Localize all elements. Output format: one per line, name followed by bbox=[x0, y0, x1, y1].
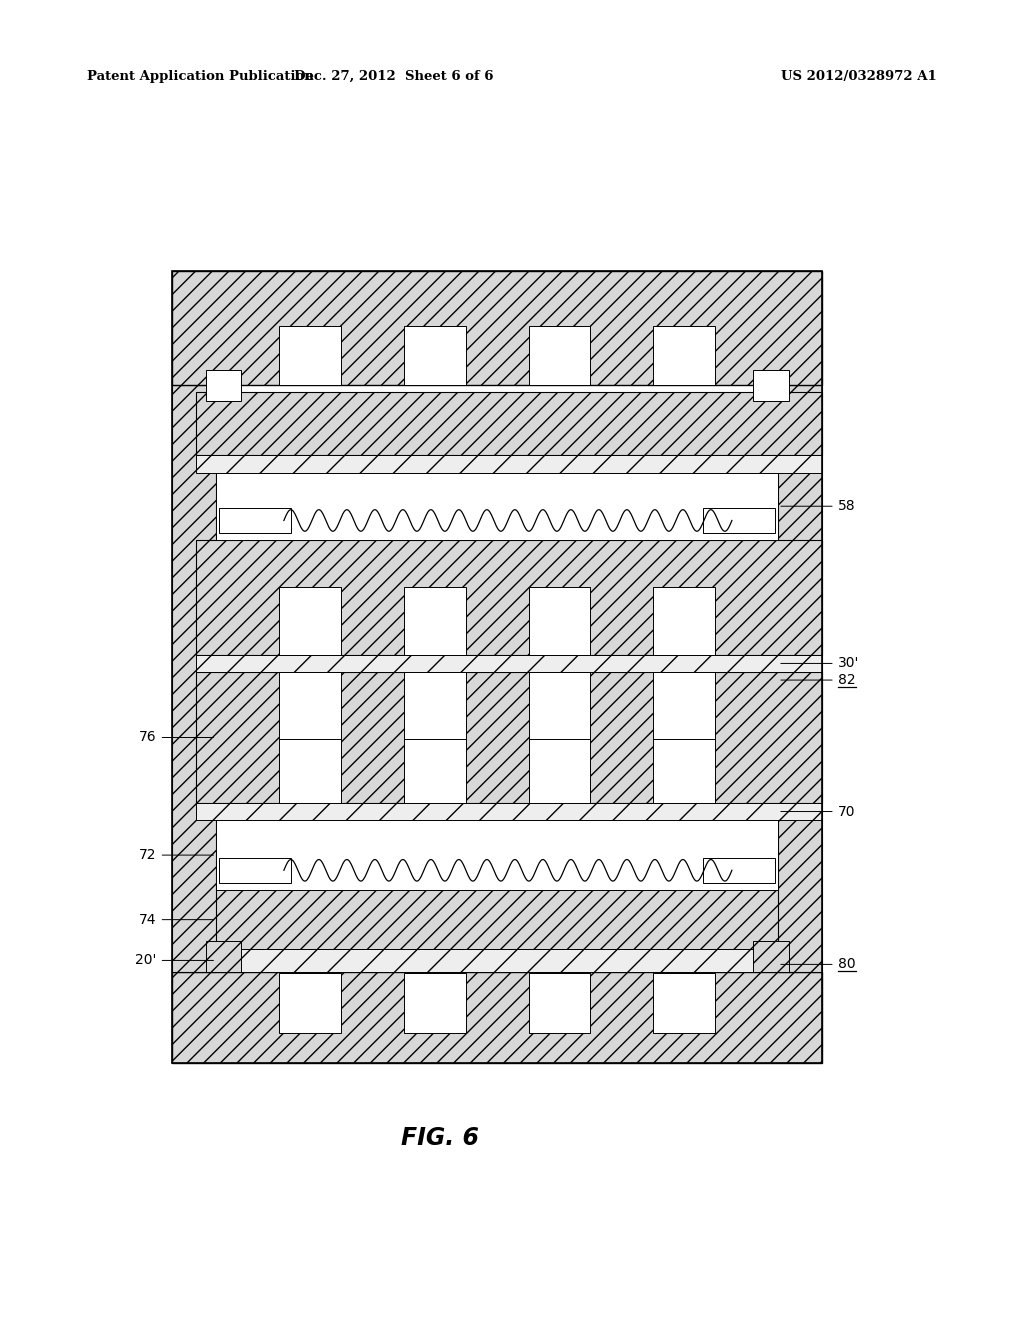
Bar bbox=[528, 973, 591, 1032]
Bar bbox=[197, 540, 822, 655]
Text: 80: 80 bbox=[781, 957, 855, 972]
Bar bbox=[280, 735, 341, 803]
Text: Patent Application Publication: Patent Application Publication bbox=[87, 70, 313, 83]
Bar bbox=[219, 858, 291, 883]
Bar bbox=[653, 326, 715, 385]
Text: 30': 30' bbox=[781, 656, 859, 671]
Bar bbox=[703, 858, 775, 883]
Bar bbox=[197, 392, 822, 455]
Bar bbox=[280, 672, 341, 739]
Bar bbox=[528, 326, 591, 385]
Bar bbox=[216, 820, 778, 890]
Bar bbox=[172, 972, 822, 1063]
Bar bbox=[197, 803, 822, 820]
Bar bbox=[197, 455, 822, 473]
Bar bbox=[703, 508, 775, 533]
Bar bbox=[172, 385, 216, 972]
Bar bbox=[403, 973, 466, 1032]
Text: 58: 58 bbox=[781, 499, 855, 513]
Bar bbox=[197, 890, 822, 949]
Bar bbox=[197, 672, 822, 803]
Bar bbox=[403, 326, 466, 385]
Text: 20': 20' bbox=[135, 953, 213, 968]
Bar bbox=[403, 735, 466, 803]
Text: FIG. 6: FIG. 6 bbox=[401, 1126, 479, 1150]
Text: Dec. 27, 2012  Sheet 6 of 6: Dec. 27, 2012 Sheet 6 of 6 bbox=[295, 70, 494, 83]
Bar bbox=[653, 587, 715, 655]
Bar bbox=[219, 508, 291, 533]
Bar bbox=[753, 941, 788, 972]
Text: US 2012/0328972 A1: US 2012/0328972 A1 bbox=[781, 70, 937, 83]
Bar bbox=[172, 271, 822, 1063]
Bar bbox=[403, 672, 466, 739]
Text: 74: 74 bbox=[139, 912, 213, 927]
Bar bbox=[172, 271, 822, 385]
Bar bbox=[280, 326, 341, 385]
Text: 76: 76 bbox=[139, 730, 213, 744]
Bar bbox=[653, 973, 715, 1032]
Bar bbox=[197, 655, 822, 672]
Bar bbox=[528, 735, 591, 803]
Bar bbox=[753, 370, 788, 401]
Text: 82: 82 bbox=[781, 673, 855, 688]
Text: 72: 72 bbox=[139, 847, 213, 862]
Bar bbox=[216, 949, 778, 972]
Bar bbox=[528, 672, 591, 739]
Bar bbox=[528, 587, 591, 655]
Bar bbox=[778, 385, 822, 972]
Bar bbox=[653, 672, 715, 739]
Bar bbox=[280, 587, 341, 655]
Bar bbox=[403, 587, 466, 655]
Bar bbox=[206, 370, 242, 401]
Text: 70: 70 bbox=[781, 804, 855, 818]
Bar bbox=[653, 735, 715, 803]
Bar bbox=[216, 473, 778, 540]
Bar bbox=[206, 941, 242, 972]
Bar bbox=[280, 973, 341, 1032]
